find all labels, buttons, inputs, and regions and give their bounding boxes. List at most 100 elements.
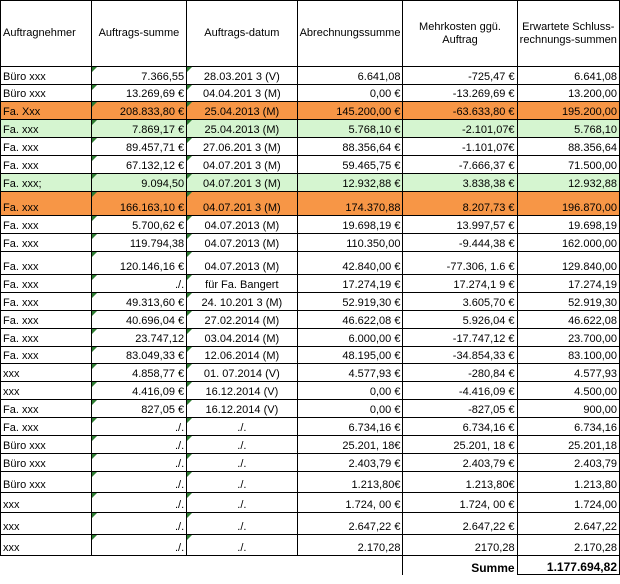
cell-order-date[interactable]: 28.03.201 3 (V) xyxy=(186,66,298,85)
cell-contractor[interactable]: xxx xyxy=(0,534,92,556)
cell-expected-final[interactable]: 4.577,93 xyxy=(516,363,620,382)
cell-order-date[interactable]: 03.04.2014 (M) xyxy=(186,328,298,347)
cell-billing-sum[interactable]: 1.213,80€ xyxy=(296,471,404,493)
cell-expected-final[interactable]: 46.622,08 xyxy=(516,310,620,329)
cell-order-date[interactable]: ./. xyxy=(186,453,298,472)
cell-extra-costs[interactable]: 3.838,38 € xyxy=(402,173,518,192)
header-cell-billing-sum[interactable]: Abrechnungssumme xyxy=(296,0,404,67)
cell-expected-final[interactable]: 2.647,22 xyxy=(516,512,620,535)
cell-contractor[interactable]: Fa. xxx xyxy=(0,310,92,329)
cell-order-sum[interactable]: 7.869,17 € xyxy=(90,119,188,138)
cell-extra-costs[interactable]: -725,47 € xyxy=(402,66,518,85)
cell-order-sum[interactable]: 40.696,04 € xyxy=(90,310,188,329)
cell-extra-costs[interactable]: -63.633,80 € xyxy=(402,101,518,120)
cell-billing-sum[interactable]: 6.000,00 € xyxy=(296,328,404,347)
cell-billing-sum[interactable]: 19.698,19 € xyxy=(296,215,404,234)
cell-order-sum[interactable]: 4.858,77 € xyxy=(90,363,188,382)
cell-billing-sum[interactable]: 0,00 € xyxy=(296,399,404,418)
cell-contractor[interactable]: Fa. xxx xyxy=(0,292,92,311)
cell-order-sum[interactable]: ./. xyxy=(90,417,188,436)
cell-expected-final[interactable]: 25.201,18 xyxy=(516,435,620,454)
cell-order-date[interactable]: ./. xyxy=(186,417,298,436)
cell-contractor[interactable]: Fa. xxx xyxy=(0,233,92,252)
cell-billing-sum[interactable]: 48.195,00 € xyxy=(296,346,404,364)
header-cell-expected-final[interactable]: Erwartete Schluss-rechnungs-summen xyxy=(516,0,620,67)
cell-contractor[interactable]: Fa. xxx xyxy=(0,155,92,174)
cell-extra-costs[interactable]: 8.207,73 € xyxy=(402,191,518,216)
cell-extra-costs[interactable]: 6.734,16 € xyxy=(402,417,518,436)
cell-expected-final[interactable]: 1.213,80 xyxy=(516,471,620,493)
header-cell-order-date[interactable]: Auftrags-datum xyxy=(186,0,298,67)
cell-expected-final[interactable]: 4.500,00 xyxy=(516,381,620,400)
cell-order-sum[interactable]: ./. xyxy=(90,274,188,293)
cell-order-date[interactable]: ./. xyxy=(186,512,298,535)
header-cell-contractor[interactable]: Auftragnehmer xyxy=(0,0,92,67)
cell-order-sum[interactable]: ./. xyxy=(90,512,188,535)
cell-order-date[interactable]: 04.04.201 3 (M) xyxy=(186,84,298,102)
cell-contractor[interactable]: Fa. xxx; xyxy=(0,173,92,192)
cell-extra-costs[interactable]: 2170,28 xyxy=(402,534,518,556)
cell-expected-final[interactable]: 83.100,00 xyxy=(516,346,620,364)
cell-order-date[interactable]: ./. xyxy=(186,534,298,556)
cell-billing-sum[interactable]: 52.919,30 € xyxy=(296,292,404,311)
cell-extra-costs[interactable]: -4.416,09 € xyxy=(402,381,518,400)
cell-billing-sum[interactable]: 110.350,00 xyxy=(296,233,404,252)
cell-order-sum[interactable]: 166.163,10 € xyxy=(90,191,188,216)
cell-extra-costs[interactable]: 1.724, 00 € xyxy=(402,492,518,513)
cell-expected-final[interactable]: 19.698,19 xyxy=(516,215,620,234)
cell-expected-final[interactable]: 900,00 xyxy=(516,399,620,418)
cell-contractor[interactable]: Büro xxx xyxy=(0,84,92,102)
cell-contractor[interactable]: xxx xyxy=(0,512,92,535)
cell-billing-sum[interactable]: 6.734,16 € xyxy=(296,417,404,436)
cell-order-sum[interactable]: 23.747,12 xyxy=(90,328,188,347)
cell-expected-final[interactable]: 2.170,28 xyxy=(516,534,620,556)
cell-expected-final[interactable]: 5.768,10 xyxy=(516,119,620,138)
cell-contractor[interactable]: Fa. xxx xyxy=(0,137,92,156)
cell-expected-final[interactable]: 129.840,00 xyxy=(516,251,620,275)
cell-expected-final[interactable]: 17.274,19 xyxy=(516,274,620,293)
cell-contractor[interactable]: xxx xyxy=(0,363,92,382)
header-cell-extra-costs[interactable]: Mehrkosten ggü. Auftrag xyxy=(402,0,518,67)
cell-order-sum[interactable]: ./. xyxy=(90,435,188,454)
cell-expected-final[interactable]: 23.700,00 xyxy=(516,328,620,347)
cell-extra-costs[interactable]: 3.605,70 € xyxy=(402,292,518,311)
cell-order-sum[interactable]: 89.457,71 € xyxy=(90,137,188,156)
cell-extra-costs[interactable]: 13.997,57 € xyxy=(402,215,518,234)
cell-expected-final[interactable]: 12.932,88 xyxy=(516,173,620,192)
cell-billing-sum[interactable]: 0,00 € xyxy=(296,381,404,400)
cell-extra-costs[interactable]: 2.647,22 € xyxy=(402,512,518,535)
cell-contractor[interactable]: Fa. xxx xyxy=(0,251,92,275)
cell-expected-final[interactable]: 52.919,30 xyxy=(516,292,620,311)
cell-order-date[interactable]: ./. xyxy=(186,435,298,454)
header-cell-order-sum[interactable]: Auftrags-summe xyxy=(90,0,188,67)
cell-extra-costs[interactable]: -280,84 € xyxy=(402,363,518,382)
cell-extra-costs[interactable]: -9.444,38 € xyxy=(402,233,518,252)
cell-order-date[interactable]: ./. xyxy=(186,471,298,493)
cell-order-date[interactable]: 04.07.2013 (M) xyxy=(186,233,298,252)
cell-extra-costs[interactable]: 5.926,04 € xyxy=(402,310,518,329)
cell-billing-sum[interactable]: 174.370,88 xyxy=(296,191,404,216)
cell-billing-sum[interactable]: 145.200,00 € xyxy=(296,101,404,120)
cell-order-date[interactable]: 27.06.201 3 (M) xyxy=(186,137,298,156)
cell-order-date[interactable]: 04.07.2013 (M) xyxy=(186,251,298,275)
cell-billing-sum[interactable]: 88.356,64 € xyxy=(296,137,404,156)
cell-order-sum[interactable]: 13.269,69 € xyxy=(90,84,188,102)
cell-order-date[interactable]: 04.07.201 3 (M) xyxy=(186,191,298,216)
cell-expected-final[interactable]: 162.000,00 xyxy=(516,233,620,252)
cell-extra-costs[interactable]: 1.213,80€ xyxy=(402,471,518,493)
cell-billing-sum[interactable]: 1.724, 00 € xyxy=(296,492,404,513)
cell-contractor[interactable]: xxx xyxy=(0,492,92,513)
cell-extra-costs[interactable]: 25.201, 18 € xyxy=(402,435,518,454)
cell-contractor[interactable]: Fa. Xxx xyxy=(0,101,92,120)
cell-order-date[interactable]: für Fa. Bangert xyxy=(186,274,298,293)
cell-order-sum[interactable]: 4.416,09 € xyxy=(90,381,188,400)
cell-order-date[interactable]: 12.06.2014 (M) xyxy=(186,346,298,364)
cell-order-date[interactable]: 04.07.201 3 (M) xyxy=(186,155,298,174)
cell-extra-costs[interactable]: -34.854,33 € xyxy=(402,346,518,364)
cell-extra-costs[interactable]: -1.101,07€ xyxy=(402,137,518,156)
cell-extra-costs[interactable]: 17.274,1 9 € xyxy=(402,274,518,293)
cell-order-sum[interactable]: 120.146,16 € xyxy=(90,251,188,275)
cell-expected-final[interactable]: 1.724,00 xyxy=(516,492,620,513)
cell-expected-final[interactable]: 195.200,00 xyxy=(516,101,620,120)
cell-order-date[interactable]: 25.04.2013 (M) xyxy=(186,119,298,138)
